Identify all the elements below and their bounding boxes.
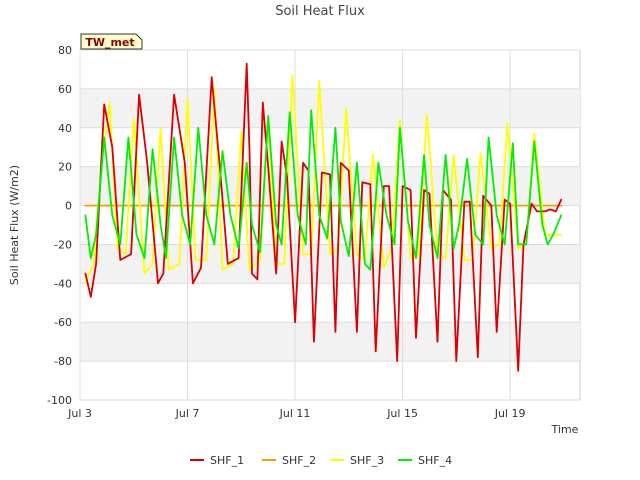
chart-title: Soil Heat Flux — [275, 4, 365, 19]
series-line-shf-3 — [84, 74, 563, 285]
x-axis-ticks: Jul 3 Jul 7 Jul 11 Jul 15 Jul 19 — [67, 407, 525, 420]
y-tick-label: 60 — [58, 83, 72, 96]
y-tick-label: 20 — [58, 161, 72, 174]
y-tick-label: 80 — [58, 44, 72, 57]
x-tick-label: Jul 19 — [494, 407, 526, 420]
x-axis-label: Time — [551, 423, 579, 436]
site-badge-label: TW_met — [85, 36, 134, 49]
legend: SHF_1 SHF_2 SHF_3 SHF_4 — [190, 454, 452, 467]
y-tick-label: 0 — [65, 200, 72, 213]
site-badge-box — [80, 33, 143, 50]
legend-label-shf-4: SHF_4 — [418, 454, 452, 467]
grid-band — [80, 322, 580, 362]
grid-band — [80, 88, 580, 128]
x-tick-label: Jul 7 — [175, 407, 200, 420]
x-tick-label: Jul 3 — [67, 407, 92, 420]
y-tick-label: -20 — [54, 238, 72, 251]
legend-label-shf-1: SHF_1 — [210, 454, 244, 467]
y-tick-label: -100 — [47, 394, 72, 407]
series-lines — [84, 62, 563, 372]
y-tick-label: -60 — [54, 316, 72, 329]
series-line-shf-1 — [84, 62, 563, 372]
y-tick-label: -80 — [54, 355, 72, 368]
grid-bands — [80, 88, 580, 362]
legend-label-shf-2: SHF_2 — [282, 454, 316, 467]
legend-label-shf-3: SHF_3 — [350, 454, 384, 467]
series-line-shf-4 — [84, 109, 563, 271]
site-badge: TW_met — [80, 33, 143, 50]
x-tick-label: Jul 11 — [279, 407, 311, 420]
y-tick-label: -40 — [54, 277, 72, 290]
y-axis-ticks: -100 -80 -60 -40 -20 0 20 40 60 80 — [47, 44, 72, 407]
y-axis-label: Soil Heat Flux (W/m2) — [8, 165, 21, 285]
y-tick-label: 40 — [58, 122, 72, 135]
x-tick-label: Jul 15 — [386, 407, 418, 420]
